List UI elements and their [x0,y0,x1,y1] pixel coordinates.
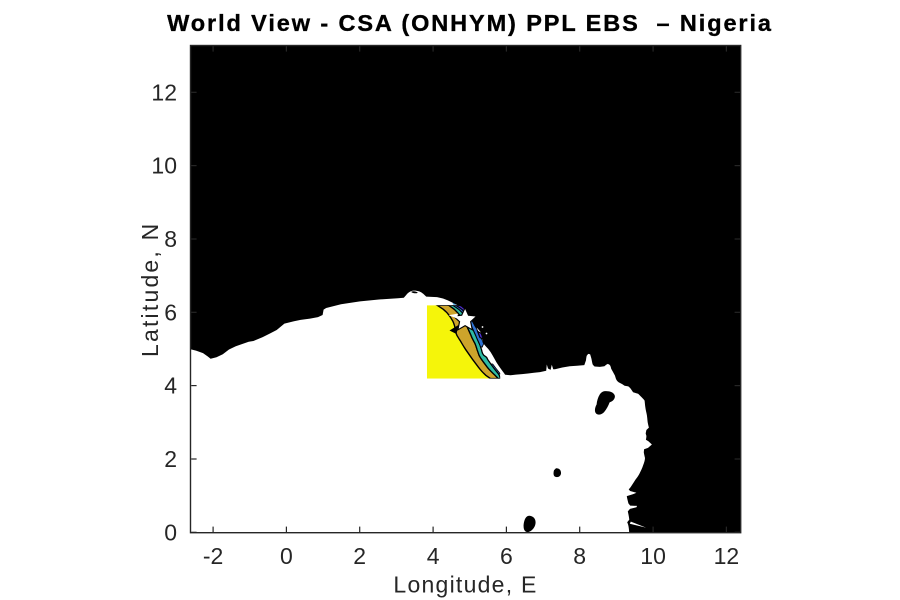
svg-text:12: 12 [714,543,740,569]
svg-text:8: 8 [573,543,586,569]
svg-text:10: 10 [151,153,177,179]
svg-text:10: 10 [640,543,666,569]
svg-text:0: 0 [164,519,177,545]
svg-text:0: 0 [280,543,293,569]
svg-text:2: 2 [353,543,366,569]
svg-text:12: 12 [151,79,177,105]
svg-text:-2: -2 [203,543,223,569]
svg-text:4: 4 [427,543,440,569]
svg-text:Longitude, E: Longitude, E [393,572,537,598]
svg-text:4: 4 [164,373,177,399]
svg-text:8: 8 [164,226,177,252]
svg-text:2: 2 [164,446,177,472]
svg-text:World View - CSA (ONHYM) PPL E: World View - CSA (ONHYM) PPL EBS – Niger… [167,10,773,36]
svg-text:Latitude, N: Latitude, N [137,222,163,357]
svg-text:6: 6 [164,299,177,325]
svg-text:6: 6 [500,543,513,569]
